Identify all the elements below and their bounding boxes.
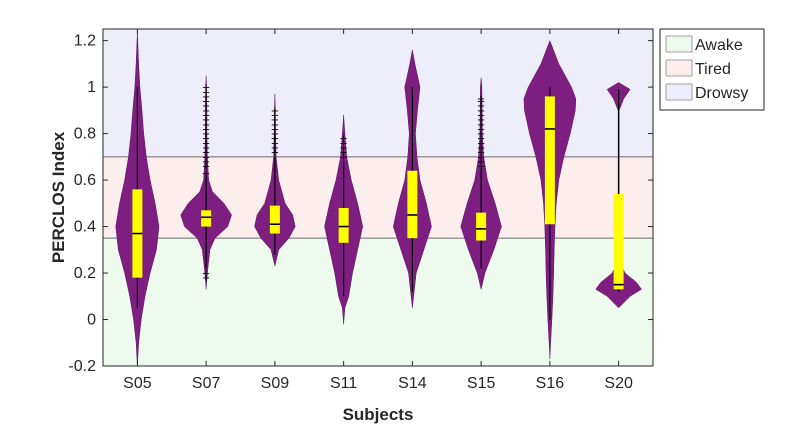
outlier-marker: + [202, 115, 210, 126]
outlier-marker: + [271, 110, 279, 121]
outlier-marker: + [477, 138, 485, 149]
outlier-marker: + [202, 143, 210, 154]
x-tick-label: S05 [123, 375, 152, 392]
legend-swatch-awake [665, 35, 693, 53]
y-axis-title: PERCLOS Index [49, 131, 68, 263]
violin-s11: +++++ [324, 114, 363, 325]
box-iqr [407, 170, 418, 239]
violin-s09: ++++++++++ [254, 94, 296, 267]
outlier-marker: + [339, 143, 347, 154]
outlier-marker: + [271, 148, 279, 159]
violin-s20 [595, 82, 642, 309]
y-tick-label: 1.2 [74, 33, 96, 50]
y-tick-label: 1 [87, 79, 96, 96]
outlier-marker: + [202, 162, 210, 173]
violin-s14 [393, 49, 432, 308]
outlier-marker: + [339, 152, 347, 163]
box-iqr [269, 205, 280, 234]
box-iqr [544, 96, 555, 225]
outlier-marker: + [202, 106, 210, 117]
x-axis-title: Subjects [343, 405, 414, 424]
outlier-marker: + [202, 124, 210, 135]
x-tick-label: S16 [536, 375, 565, 392]
y-tick-label: 0.8 [74, 126, 96, 143]
outlier-marker: + [202, 110, 210, 121]
outlier-marker: + [271, 134, 279, 145]
x-tick-label: S09 [261, 375, 290, 392]
outlier-marker: + [477, 106, 485, 117]
outlier-marker: + [202, 152, 210, 163]
x-tick-label: S14 [398, 375, 427, 392]
outlier-marker: + [339, 138, 347, 149]
outlier-marker: + [271, 143, 279, 154]
x-tick-label: S15 [467, 375, 496, 392]
outlier-marker: + [339, 148, 347, 159]
outlier-marker: + [477, 115, 485, 126]
violin-s16 [523, 39, 577, 360]
outlier-marker: + [477, 162, 485, 173]
legend-label-tired: Tired [695, 61, 731, 78]
legend-label-drowsy: Drowsy [695, 85, 748, 102]
outlier-marker: + [202, 169, 210, 180]
y-tick-label: 0 [87, 312, 96, 329]
outlier-marker: + [477, 152, 485, 163]
outlier-marker: + [477, 110, 485, 121]
box-iqr [201, 210, 212, 227]
outlier-marker: + [271, 138, 279, 149]
y-tick-label: 0.4 [74, 219, 96, 236]
outlier-marker: + [477, 129, 485, 140]
outlier-marker: + [477, 143, 485, 154]
violins: ++++++++++++++++++++++++++++++++++++++++… [115, 31, 642, 367]
outlier-marker: + [477, 148, 485, 159]
outlier-marker: + [339, 134, 347, 145]
outlier-marker: + [202, 97, 210, 108]
violin-s07: +++++++++++++++++++++ [180, 75, 232, 290]
y-axis-ticks: -0.2 0 0.2 0.4 0.6 0.8 1 1.2 [68, 33, 653, 375]
outlier-marker: + [271, 129, 279, 140]
x-tick-label: S07 [192, 375, 221, 392]
outlier-marker: + [202, 87, 210, 98]
outlier-marker: + [477, 124, 485, 135]
plot-area-border [102, 28, 654, 367]
outlier-marker: + [271, 106, 279, 117]
box-iqr [338, 207, 349, 243]
outlier-marker: + [477, 157, 485, 168]
outlier-marker: + [477, 94, 485, 105]
outlier-marker: + [477, 101, 485, 112]
violin-s15: ++++++++++++++++ [460, 77, 502, 290]
outlier-marker: + [202, 138, 210, 149]
legend-swatch-drowsy [665, 83, 693, 101]
box-iqr [613, 194, 624, 290]
outlier-marker: + [202, 148, 210, 159]
x-tick-label: S20 [604, 375, 633, 392]
outlier-marker: + [202, 157, 210, 168]
y-tick-label: 0.6 [74, 172, 96, 189]
y-tick-label: 0.2 [74, 265, 96, 282]
outlier-marker: + [202, 273, 210, 284]
outlier-marker: + [202, 134, 210, 145]
legend-swatch-tired [665, 59, 693, 77]
outlier-marker: + [477, 97, 485, 108]
background-bands [103, 29, 653, 366]
x-axis-ticks: S05 S07 S09 S11 S14 S15 S16 S20 [123, 29, 633, 392]
outlier-marker: + [477, 134, 485, 145]
outlier-marker: + [202, 101, 210, 112]
outlier-marker: + [271, 120, 279, 131]
box-iqr [476, 212, 487, 241]
outlier-marker: + [271, 124, 279, 135]
outlier-marker: + [202, 129, 210, 140]
legend: Awake Tired Drowsy [659, 28, 765, 111]
outlier-marker: + [202, 120, 210, 131]
x-tick-label: S11 [330, 375, 357, 392]
y-tick-label: -0.2 [68, 358, 96, 375]
outlier-marker: + [202, 83, 210, 94]
outlier-marker: + [202, 92, 210, 103]
outlier-marker: + [477, 120, 485, 131]
outlier-marker: + [271, 115, 279, 126]
legend-label-awake: Awake [695, 37, 743, 54]
outlier-marker: + [202, 269, 210, 280]
band-awake [103, 238, 653, 366]
